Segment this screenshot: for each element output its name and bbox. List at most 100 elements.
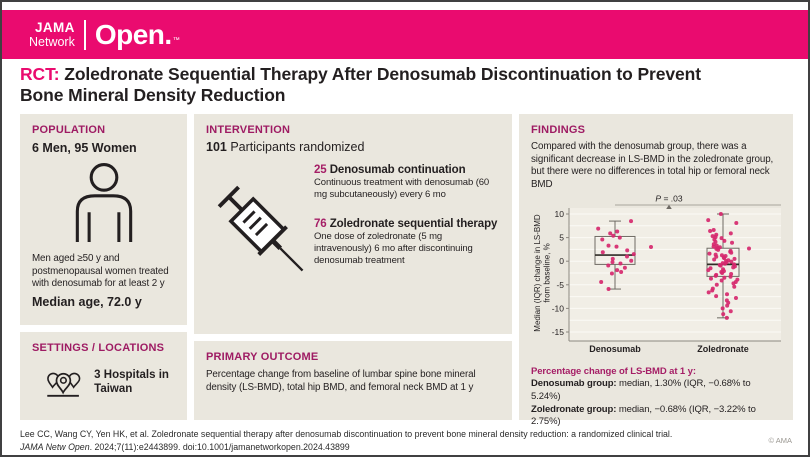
findings-chart: 10 5 0 -5 -10 -15 P = .03 Denosumab Zoledronate M…	[533, 194, 781, 354]
randomized-count-line: 101 Participants randomized	[206, 140, 365, 154]
data-point	[617, 235, 622, 240]
x-category-label: Denosumab	[589, 344, 641, 354]
data-point	[706, 290, 711, 295]
arm-count: 25	[314, 164, 330, 176]
primary-outcome-heading: PRIMARY OUTCOME	[206, 351, 319, 363]
data-point	[615, 229, 620, 234]
data-point	[606, 263, 611, 268]
data-point	[713, 273, 718, 278]
arm-zoledronate: 76 Zoledronate sequential therapy One do…	[314, 218, 500, 268]
data-point	[629, 219, 634, 224]
population-counts: 6 Men, 95 Women	[32, 141, 137, 155]
data-point	[708, 228, 713, 233]
data-point	[711, 244, 716, 249]
data-point	[718, 211, 723, 216]
data-point	[720, 270, 725, 275]
data-point	[728, 231, 733, 236]
findings-panel: FINDINGS Compared with the denosumab gro…	[519, 114, 793, 427]
data-point	[729, 250, 734, 255]
findings-heading: FINDINGS	[531, 124, 586, 136]
settings-value: 3 Hospitals in Taiwan	[94, 368, 169, 395]
findings-results: Percentage change of LS-BMD at 1 y: Deno…	[531, 366, 781, 429]
data-point	[731, 265, 736, 270]
logo-divider	[83, 19, 86, 50]
logo-network-text: Network	[29, 34, 75, 49]
arm-count: 76	[314, 217, 330, 230]
data-point	[722, 256, 727, 261]
p-value-label: P = .03	[655, 194, 682, 204]
brand-band: JAMA Network Open. ™	[2, 10, 808, 59]
data-point	[722, 261, 727, 266]
data-point	[712, 257, 717, 262]
population-heading: POPULATION	[32, 124, 106, 136]
plot-area	[569, 207, 781, 341]
data-point	[619, 269, 624, 274]
data-point	[747, 246, 751, 251]
data-point	[710, 288, 715, 293]
primary-outcome-panel: PRIMARY OUTCOME Percentage change from b…	[194, 341, 512, 420]
trademark-symbol: ™	[172, 37, 180, 45]
data-point	[719, 236, 724, 241]
intervention-panel: INTERVENTION 101 Participants randomized	[194, 114, 512, 334]
syringe-icon	[217, 185, 304, 272]
y-tick-label: 10	[555, 209, 565, 219]
data-point	[733, 295, 738, 300]
y-tick-label: -15	[552, 327, 565, 337]
x-category-label: Zoledronate	[697, 344, 749, 354]
data-point	[610, 260, 615, 265]
result-denosumab: Denosumab group: median, 1.30% (IQR, −0.…	[531, 378, 751, 402]
result-heading: Percentage change of LS-BMD at 1 y:	[531, 365, 696, 377]
data-point	[714, 254, 719, 259]
data-point	[608, 231, 613, 236]
study-type-tag: RCT:	[20, 64, 60, 84]
arm-description: One dose of zoledronate (5 mg intravenou…	[314, 230, 473, 267]
data-point	[730, 240, 735, 245]
data-point	[714, 282, 719, 287]
data-point	[725, 292, 730, 297]
data-point	[707, 251, 712, 256]
data-point	[606, 243, 611, 248]
data-point	[649, 244, 653, 249]
data-point	[606, 286, 611, 291]
settings-panel: SETTINGS / LOCATIONS 3 Hospitals in Taiw…	[20, 332, 187, 420]
y-tick-label: -5	[556, 280, 564, 290]
data-point	[629, 258, 634, 263]
data-point	[714, 294, 719, 299]
median-age: Median age, 72.0 y	[32, 295, 142, 310]
data-point	[622, 265, 627, 270]
person-icon	[75, 163, 132, 242]
data-point	[625, 248, 630, 253]
data-point	[596, 226, 601, 231]
data-point	[718, 263, 723, 268]
data-point	[609, 271, 614, 276]
y-tick-label: -10	[552, 303, 565, 313]
arm-name: Denosumab continuation	[329, 164, 466, 176]
data-point	[722, 238, 727, 243]
y-tick-label: 5	[559, 233, 564, 243]
population-panel: POPULATION 6 Men, 95 Women Men aged ≥50 …	[20, 114, 187, 325]
arm-name: Zoledronate sequential therapy	[329, 217, 498, 230]
bracket-caret	[666, 204, 672, 209]
copyright: © AMA	[768, 436, 792, 445]
arm-description: Continuous treatment with denosumab (60 …	[314, 177, 490, 201]
y-axis-label: Median (IQR) change in LS-BMD	[533, 214, 542, 332]
data-point	[600, 237, 605, 242]
data-point	[706, 218, 711, 223]
data-point	[614, 244, 619, 249]
logo-open-text: Open.	[94, 18, 172, 50]
data-point	[610, 256, 615, 261]
data-point	[625, 254, 630, 259]
map-pins-icon	[47, 372, 81, 397]
data-point	[722, 275, 727, 280]
result-zoledronate: Zoledronate group: median, −0.68% (IQR, …	[531, 403, 756, 428]
data-point	[706, 268, 711, 273]
arm-denosumab: 25 Denosumab continuation Continuous tre…	[314, 164, 500, 202]
data-point	[711, 227, 716, 232]
data-point	[611, 233, 616, 238]
y-axis-label: from baseline, %	[543, 243, 552, 303]
data-point	[615, 268, 620, 273]
data-point	[728, 274, 733, 279]
citation: Lee CC, Wang CY, Yen HK, et al. Zoledron…	[20, 428, 720, 454]
page-title: RCT: Zoledronate Sequential Therapy Afte…	[20, 64, 701, 105]
